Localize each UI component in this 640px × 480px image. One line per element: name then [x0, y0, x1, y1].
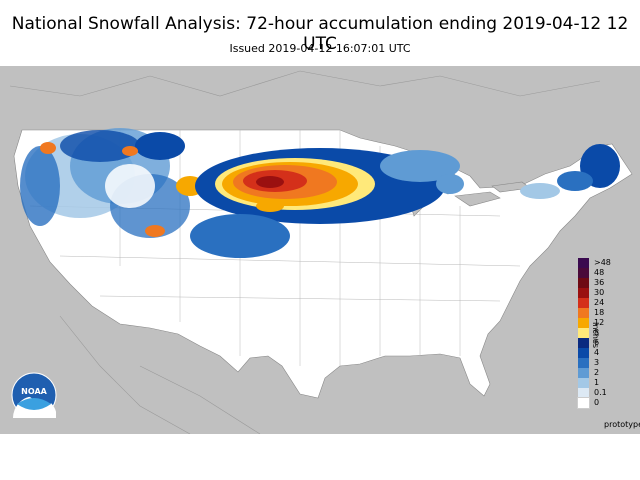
map-title: National Snowfall Analysis: 72-hour accu… — [11, 14, 629, 54]
legend-label: 0.1 — [594, 388, 607, 397]
issued-timestamp: Issued 2019-04-12 16:07:01 UTC — [229, 42, 411, 55]
legend-swatch — [578, 258, 589, 268]
snow-northeast — [436, 144, 620, 199]
noaa-logo-icon: NOAA — [11, 372, 57, 418]
noaa-logo: NOAA — [11, 372, 57, 418]
legend-swatch — [578, 338, 589, 348]
legend-label: 0 — [594, 398, 600, 407]
legend-label: 48 — [594, 268, 605, 277]
snow-western — [20, 128, 222, 243]
legend-swatch — [577, 397, 590, 409]
legend-swatch — [578, 388, 589, 398]
legend-swatch — [578, 348, 589, 358]
legend-label: 24 — [594, 298, 605, 307]
prototype-label: prototype — [604, 420, 640, 429]
legend-label: 8 — [594, 328, 600, 337]
legend-swatch — [578, 358, 589, 368]
legend-label: 1 — [594, 378, 600, 387]
legend-label: 4 — [594, 348, 600, 357]
legend-label: 30 — [594, 288, 605, 297]
legend-swatch — [578, 378, 589, 388]
legend-swatch — [578, 288, 589, 298]
noaa-logo-text: NOAA — [21, 387, 47, 396]
legend-label: 3 — [594, 358, 600, 367]
legend-swatch — [578, 318, 589, 328]
legend-swatch — [578, 298, 589, 308]
legend-label: 12 — [594, 318, 605, 327]
legend-swatch — [578, 278, 589, 288]
snowfall-map — [0, 66, 640, 434]
snow-plains-storm — [190, 148, 460, 258]
legend-units: Inches — [591, 322, 600, 348]
legend: >48 48 36 30 24 18 12 8 6 4 3 2 1 0.1 0 — [577, 258, 638, 410]
legend-label: >48 — [594, 258, 611, 267]
country-borders — [9, 70, 601, 434]
legend-swatch — [578, 308, 589, 318]
legend-label: 18 — [594, 308, 605, 317]
legend-swatch — [578, 368, 589, 378]
legend-label: 36 — [594, 278, 605, 287]
legend-label: 2 — [594, 368, 600, 377]
legend-swatch — [578, 268, 589, 278]
legend-swatch — [578, 328, 589, 338]
legend-label: 6 — [594, 338, 600, 347]
